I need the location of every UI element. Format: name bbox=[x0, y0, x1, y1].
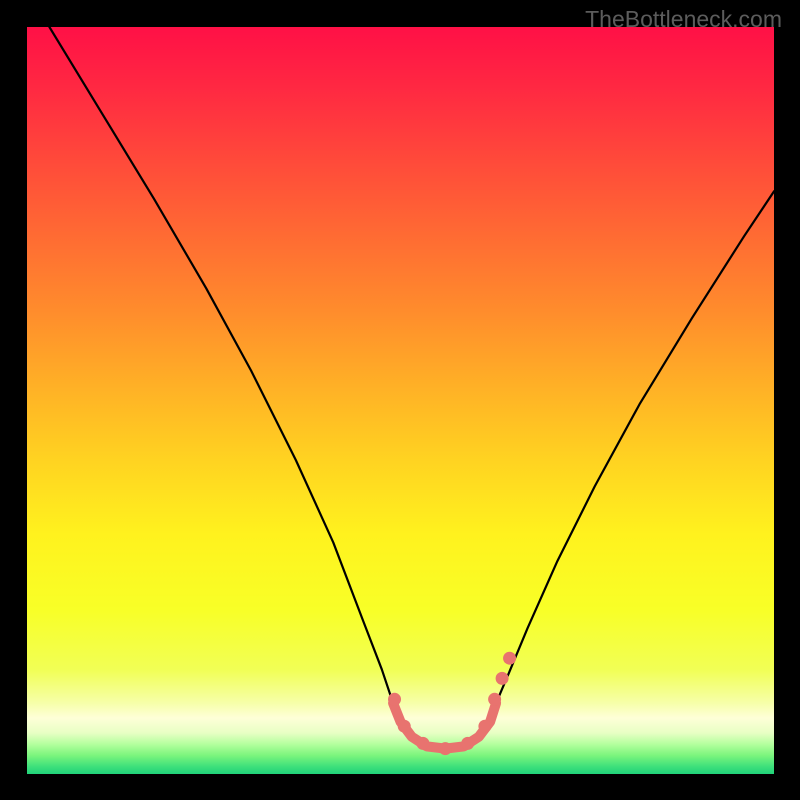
trough-marker bbox=[398, 720, 411, 733]
trough-marker bbox=[388, 693, 401, 706]
trough-marker bbox=[478, 720, 491, 733]
trough-marker bbox=[496, 672, 509, 685]
chart-plot-area bbox=[27, 27, 774, 774]
trough-marker bbox=[461, 737, 474, 750]
trough-marker bbox=[416, 737, 429, 750]
chart-background bbox=[27, 27, 774, 774]
watermark-text: TheBottleneck.com bbox=[585, 6, 782, 33]
trough-marker bbox=[503, 652, 516, 665]
chart-svg bbox=[27, 27, 774, 774]
trough-marker bbox=[488, 693, 501, 706]
trough-marker bbox=[439, 742, 452, 755]
